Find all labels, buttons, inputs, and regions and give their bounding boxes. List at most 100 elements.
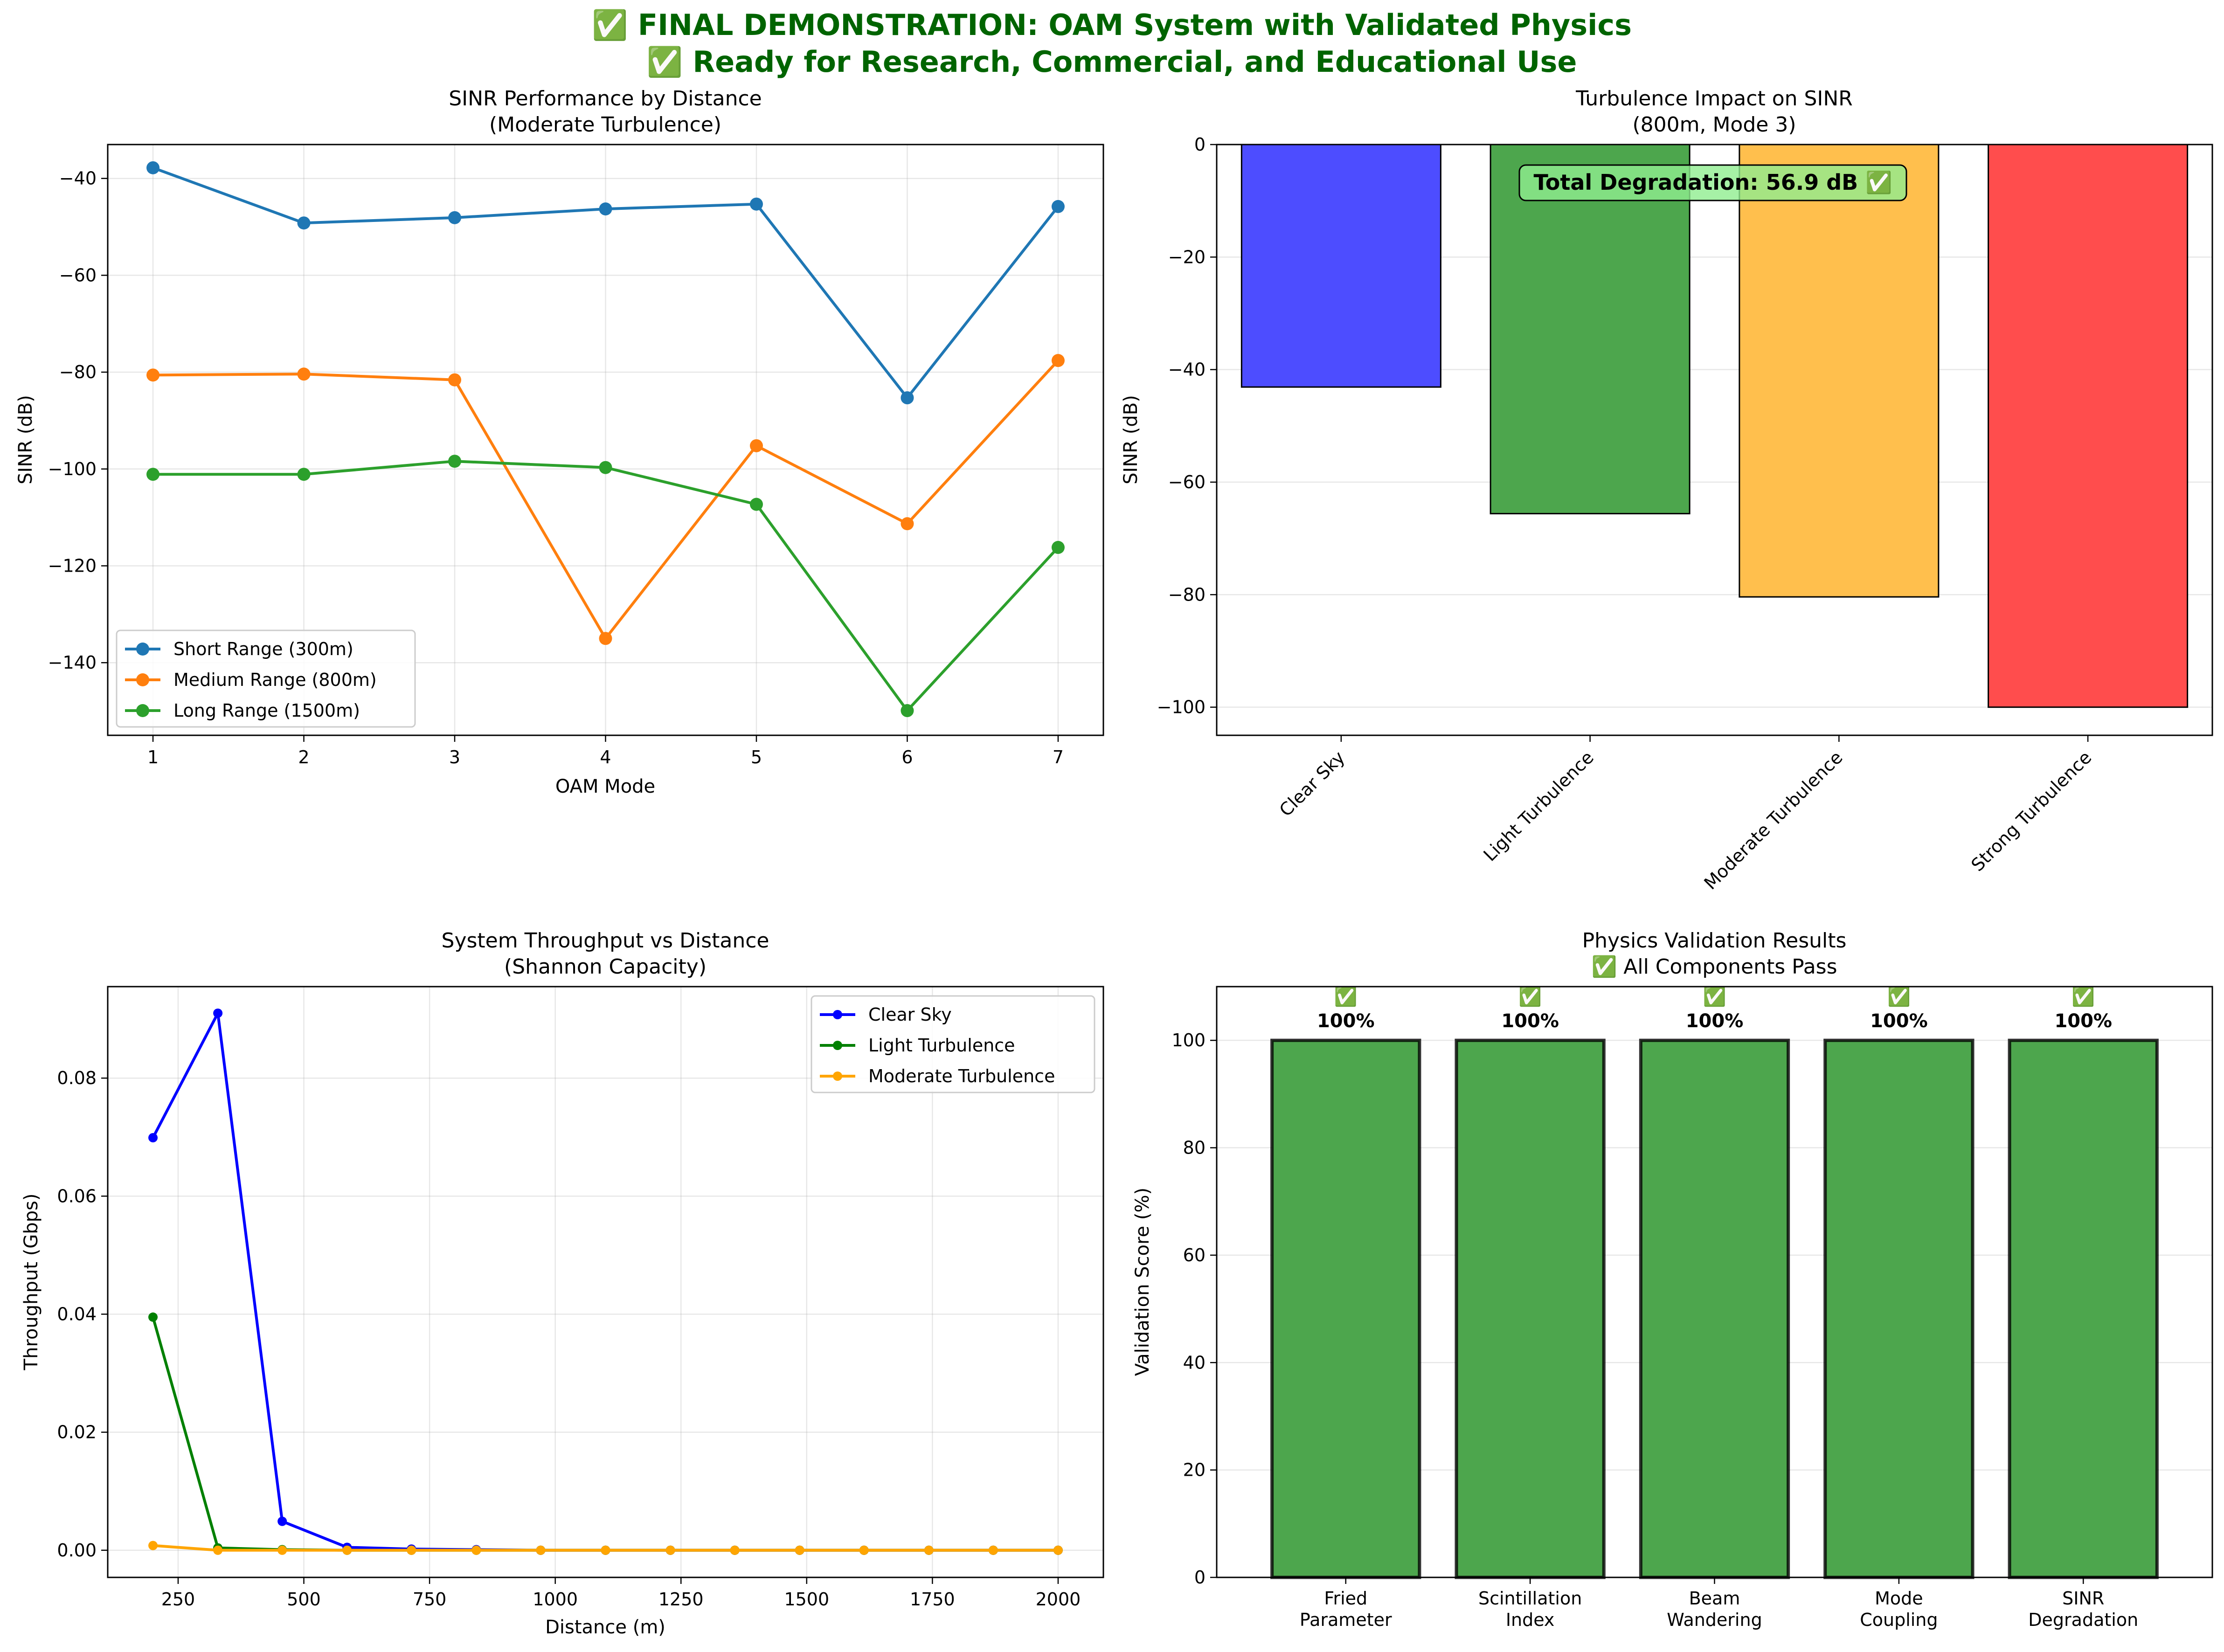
throughput-chart-x-ticks: 250 500 750 1000 1250 1500 1750 2000 bbox=[161, 1577, 1081, 1610]
check-mark: ✅ bbox=[1703, 986, 1726, 1008]
data-point bbox=[148, 1312, 158, 1322]
data-point bbox=[730, 1545, 740, 1555]
x-tick-label: Degradation bbox=[2028, 1610, 2138, 1630]
sinr-by-distance-chart: SINR Performance by Distance (Moderate T… bbox=[15, 87, 1104, 797]
y-tick-label: 0.02 bbox=[57, 1422, 97, 1443]
degradation-annotation-box bbox=[1518, 164, 1907, 201]
bar-value-label: 100% bbox=[1317, 1010, 1375, 1032]
throughput-vs-distance-chart: System Throughput vs Distance (Shannon C… bbox=[21, 929, 1104, 1638]
validation-chart-bars: ✅100%✅100%✅100%✅100%✅100% bbox=[1270, 986, 2159, 1579]
y-tick-label: −60 bbox=[59, 265, 97, 285]
data-point bbox=[448, 373, 462, 387]
data-point bbox=[1053, 1545, 1063, 1555]
throughput-chart-y-ticks: 0.00 0.02 0.04 0.06 0.08 bbox=[57, 1068, 108, 1561]
data-point bbox=[277, 1545, 287, 1555]
legend-marker bbox=[136, 643, 149, 656]
data-point bbox=[448, 455, 462, 468]
check-mark: ✅ bbox=[1334, 986, 1358, 1008]
x-tick-label: Parameter bbox=[1300, 1610, 1392, 1630]
legend-label: Long Range (1500m) bbox=[173, 700, 360, 721]
validation-chart-subtitle: ✅ All Components Pass bbox=[1591, 955, 1837, 979]
data-point bbox=[601, 1545, 610, 1555]
data-point bbox=[471, 1545, 481, 1555]
data-point bbox=[297, 468, 311, 481]
data-point bbox=[146, 468, 160, 481]
bar-value-label: 100% bbox=[1686, 1010, 1744, 1032]
data-point bbox=[901, 391, 914, 405]
turbulence-chart-y-ticks: −100 −80 −60 −40 −20 0 bbox=[1157, 134, 1217, 718]
throughput-chart-y-label: Throughput (Gbps) bbox=[21, 1194, 42, 1371]
turbulence-chart-subtitle: (800m, Mode 3) bbox=[1632, 113, 1796, 137]
check-mark: ✅ bbox=[2072, 986, 2095, 1008]
legend-label: Moderate Turbulence bbox=[868, 1066, 1055, 1086]
data-point bbox=[1051, 200, 1065, 213]
bar bbox=[1823, 1038, 1975, 1579]
y-tick-label: 0 bbox=[1194, 1567, 1206, 1588]
data-point bbox=[146, 368, 160, 382]
turbulence-chart-y-label: SINR (dB) bbox=[1120, 395, 1142, 484]
x-tick-label: 1000 bbox=[533, 1589, 578, 1610]
sinr-chart-x-ticks: 1 2 3 4 5 6 7 bbox=[147, 735, 1064, 767]
throughput-chart-frame bbox=[107, 986, 1104, 1578]
legend-label: Medium Range (800m) bbox=[173, 670, 377, 690]
validation-chart-frame bbox=[1216, 986, 2213, 1578]
data-point bbox=[749, 439, 763, 452]
x-tick-label: 4 bbox=[600, 747, 611, 767]
x-tick-label: SINR bbox=[2062, 1588, 2104, 1609]
legend-marker bbox=[833, 1041, 842, 1050]
data-point bbox=[665, 1545, 675, 1555]
data-point bbox=[342, 1545, 352, 1555]
y-tick-label: −100 bbox=[48, 459, 97, 479]
data-point bbox=[749, 197, 763, 211]
sinr-chart-series bbox=[146, 161, 1065, 718]
legend-marker bbox=[136, 704, 149, 717]
data-point bbox=[407, 1545, 416, 1555]
data-point bbox=[297, 216, 311, 230]
data-point bbox=[213, 1545, 223, 1555]
sinr-chart-frame bbox=[107, 144, 1104, 736]
x-tick-label: 5 bbox=[751, 747, 762, 767]
y-tick-label: 0.00 bbox=[57, 1540, 97, 1561]
x-tick-label: 250 bbox=[161, 1589, 195, 1610]
physics-validation-chart: Physics Validation Results ✅ All Compone… bbox=[1132, 929, 2213, 1630]
y-tick-label: −20 bbox=[1168, 247, 1206, 267]
x-tick-label: Coupling bbox=[1860, 1610, 1938, 1630]
data-point bbox=[1051, 541, 1065, 554]
data-point bbox=[599, 202, 612, 216]
data-point bbox=[599, 461, 612, 474]
y-tick-label: −60 bbox=[1168, 472, 1206, 492]
y-tick-label: 80 bbox=[1183, 1138, 1206, 1158]
y-tick-label: −80 bbox=[1168, 584, 1206, 605]
data-point bbox=[213, 1008, 223, 1018]
data-point bbox=[1051, 354, 1065, 367]
bar bbox=[1988, 144, 2189, 708]
x-tick-label: 1250 bbox=[658, 1589, 704, 1610]
y-tick-label: 0.06 bbox=[57, 1186, 97, 1206]
turbulence-chart-frame bbox=[1216, 144, 2213, 736]
y-tick-label: 100 bbox=[1171, 1030, 1206, 1051]
y-tick-label: −80 bbox=[59, 362, 97, 382]
bar bbox=[2008, 1038, 2159, 1579]
y-tick-label: 0 bbox=[1194, 134, 1206, 155]
x-tick-label: Mode bbox=[1875, 1588, 1923, 1609]
y-tick-label: −140 bbox=[48, 652, 97, 673]
x-tick-label: 3 bbox=[449, 747, 460, 767]
sinr-chart-legend: Short Range (300m) Medium Range (800m) Lon… bbox=[116, 629, 416, 728]
data-point bbox=[599, 632, 612, 645]
validation-chart-title: Physics Validation Results bbox=[1582, 929, 1847, 953]
x-tick-label: 7 bbox=[1053, 747, 1064, 767]
data-point bbox=[901, 704, 914, 718]
x-tick-label: 750 bbox=[413, 1589, 447, 1610]
bar bbox=[1270, 1038, 1421, 1579]
turbulence-impact-chart: Turbulence Impact on SINR (800m, Mode 3)… bbox=[1120, 87, 2213, 894]
data-point bbox=[146, 161, 160, 174]
legend-marker bbox=[833, 1010, 842, 1019]
bar bbox=[1639, 1038, 1790, 1579]
sinr-chart-subtitle: (Moderate Turbulence) bbox=[489, 113, 721, 137]
check-mark: ✅ bbox=[1887, 986, 1911, 1008]
data-point bbox=[988, 1545, 998, 1555]
legend-marker bbox=[833, 1071, 842, 1081]
sinr-chart-title: SINR Performance by Distance bbox=[449, 87, 762, 111]
legend-marker bbox=[136, 673, 149, 686]
